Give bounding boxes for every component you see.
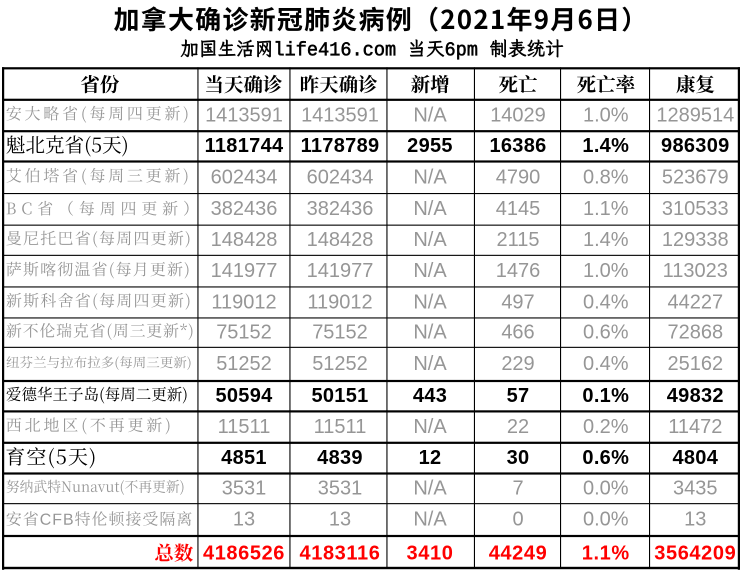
svg-text:13: 13: [233, 509, 255, 531]
svg-text:N/A: N/A: [413, 291, 447, 313]
svg-text:51252: 51252: [216, 353, 272, 375]
svg-text:141977: 141977: [307, 260, 374, 282]
svg-text:75152: 75152: [312, 322, 368, 344]
svg-text:0.6%: 0.6%: [583, 322, 629, 344]
svg-text:12: 12: [419, 447, 442, 469]
svg-text:4145: 4145: [496, 198, 541, 220]
svg-text:44227: 44227: [667, 291, 723, 313]
svg-text:7: 7: [512, 477, 523, 499]
svg-text:0.6%: 0.6%: [582, 447, 629, 469]
svg-text:N/A: N/A: [413, 198, 447, 220]
svg-text:75152: 75152: [216, 322, 272, 344]
svg-text:0.0%: 0.0%: [583, 477, 629, 499]
svg-text:986309: 986309: [661, 135, 730, 157]
svg-text:4183116: 4183116: [300, 542, 381, 564]
svg-text:1.0%: 1.0%: [583, 104, 629, 126]
svg-text:50151: 50151: [311, 385, 368, 407]
svg-text:4790: 4790: [496, 166, 541, 188]
svg-text:0.4%: 0.4%: [583, 353, 629, 375]
svg-text:22: 22: [507, 416, 529, 438]
svg-text:44249: 44249: [489, 542, 548, 564]
svg-text:1.0%: 1.0%: [583, 260, 629, 282]
svg-text:1.1%: 1.1%: [582, 542, 630, 564]
svg-text:N/A: N/A: [413, 229, 447, 251]
svg-text:51252: 51252: [312, 353, 368, 375]
svg-text:1.4%: 1.4%: [582, 135, 629, 157]
svg-text:3435: 3435: [673, 477, 718, 499]
svg-text:148428: 148428: [211, 229, 278, 251]
svg-text:72868: 72868: [667, 322, 723, 344]
svg-text:466: 466: [501, 322, 534, 344]
svg-text:382436: 382436: [211, 198, 278, 220]
svg-text:1.1%: 1.1%: [583, 198, 629, 220]
svg-text:310533: 310533: [662, 198, 729, 220]
svg-text:602434: 602434: [307, 166, 374, 188]
svg-text:0.0%: 0.0%: [583, 509, 629, 531]
svg-text:13: 13: [329, 509, 351, 531]
svg-text:2115: 2115: [496, 229, 539, 251]
svg-text:0.8%: 0.8%: [583, 166, 629, 188]
svg-text:13: 13: [684, 509, 706, 531]
svg-text:11511: 11511: [314, 416, 367, 438]
svg-text:3531: 3531: [318, 477, 363, 499]
svg-text:1.4%: 1.4%: [583, 229, 629, 251]
svg-text:3410: 3410: [407, 542, 454, 564]
svg-text:1413591: 1413591: [205, 104, 283, 126]
svg-text:3564209: 3564209: [654, 542, 736, 564]
svg-text:229: 229: [501, 353, 534, 375]
svg-text:1178789: 1178789: [301, 135, 380, 157]
svg-text:4851: 4851: [221, 447, 267, 469]
svg-text:4186526: 4186526: [203, 542, 285, 564]
svg-text:1181744: 1181744: [205, 135, 284, 157]
svg-text:382436: 382436: [307, 198, 374, 220]
svg-text:1476: 1476: [496, 260, 541, 282]
svg-text:57: 57: [507, 385, 530, 407]
svg-text:N/A: N/A: [413, 260, 447, 282]
svg-text:N/A: N/A: [413, 322, 447, 344]
svg-text:2955: 2955: [407, 135, 453, 157]
svg-text:N/A: N/A: [413, 416, 447, 438]
svg-text:11511: 11511: [218, 416, 271, 438]
svg-text:0.4%: 0.4%: [583, 291, 629, 313]
svg-text:119012: 119012: [307, 291, 372, 313]
svg-text:N/A: N/A: [413, 353, 447, 375]
svg-text:30: 30: [507, 447, 530, 469]
svg-text:129338: 129338: [662, 229, 729, 251]
svg-text:443: 443: [413, 385, 447, 407]
svg-text:141977: 141977: [211, 260, 278, 282]
svg-text:N/A: N/A: [413, 104, 447, 126]
svg-text:113023: 113023: [663, 260, 728, 282]
svg-text:523679: 523679: [662, 166, 729, 188]
svg-text:0.2%: 0.2%: [583, 416, 629, 438]
svg-text:14029: 14029: [490, 104, 546, 126]
svg-text:49832: 49832: [667, 385, 724, 407]
svg-text:3531: 3531: [222, 477, 267, 499]
svg-text:11472: 11472: [668, 416, 722, 438]
svg-text:1413591: 1413591: [301, 104, 379, 126]
svg-text:0: 0: [512, 509, 523, 531]
svg-text:25162: 25162: [667, 353, 723, 375]
svg-text:4839: 4839: [317, 447, 363, 469]
svg-text:4804: 4804: [672, 447, 718, 469]
svg-text:N/A: N/A: [413, 166, 447, 188]
svg-text:16386: 16386: [489, 135, 546, 157]
svg-text:497: 497: [501, 291, 534, 313]
svg-text:119012: 119012: [211, 291, 276, 313]
svg-text:0.1%: 0.1%: [582, 385, 629, 407]
svg-text:1289514: 1289514: [656, 104, 734, 126]
svg-text:N/A: N/A: [413, 509, 447, 531]
svg-text:602434: 602434: [211, 166, 278, 188]
svg-text:50594: 50594: [215, 385, 273, 407]
svg-text:N/A: N/A: [413, 477, 447, 499]
svg-text:148428: 148428: [307, 229, 374, 251]
